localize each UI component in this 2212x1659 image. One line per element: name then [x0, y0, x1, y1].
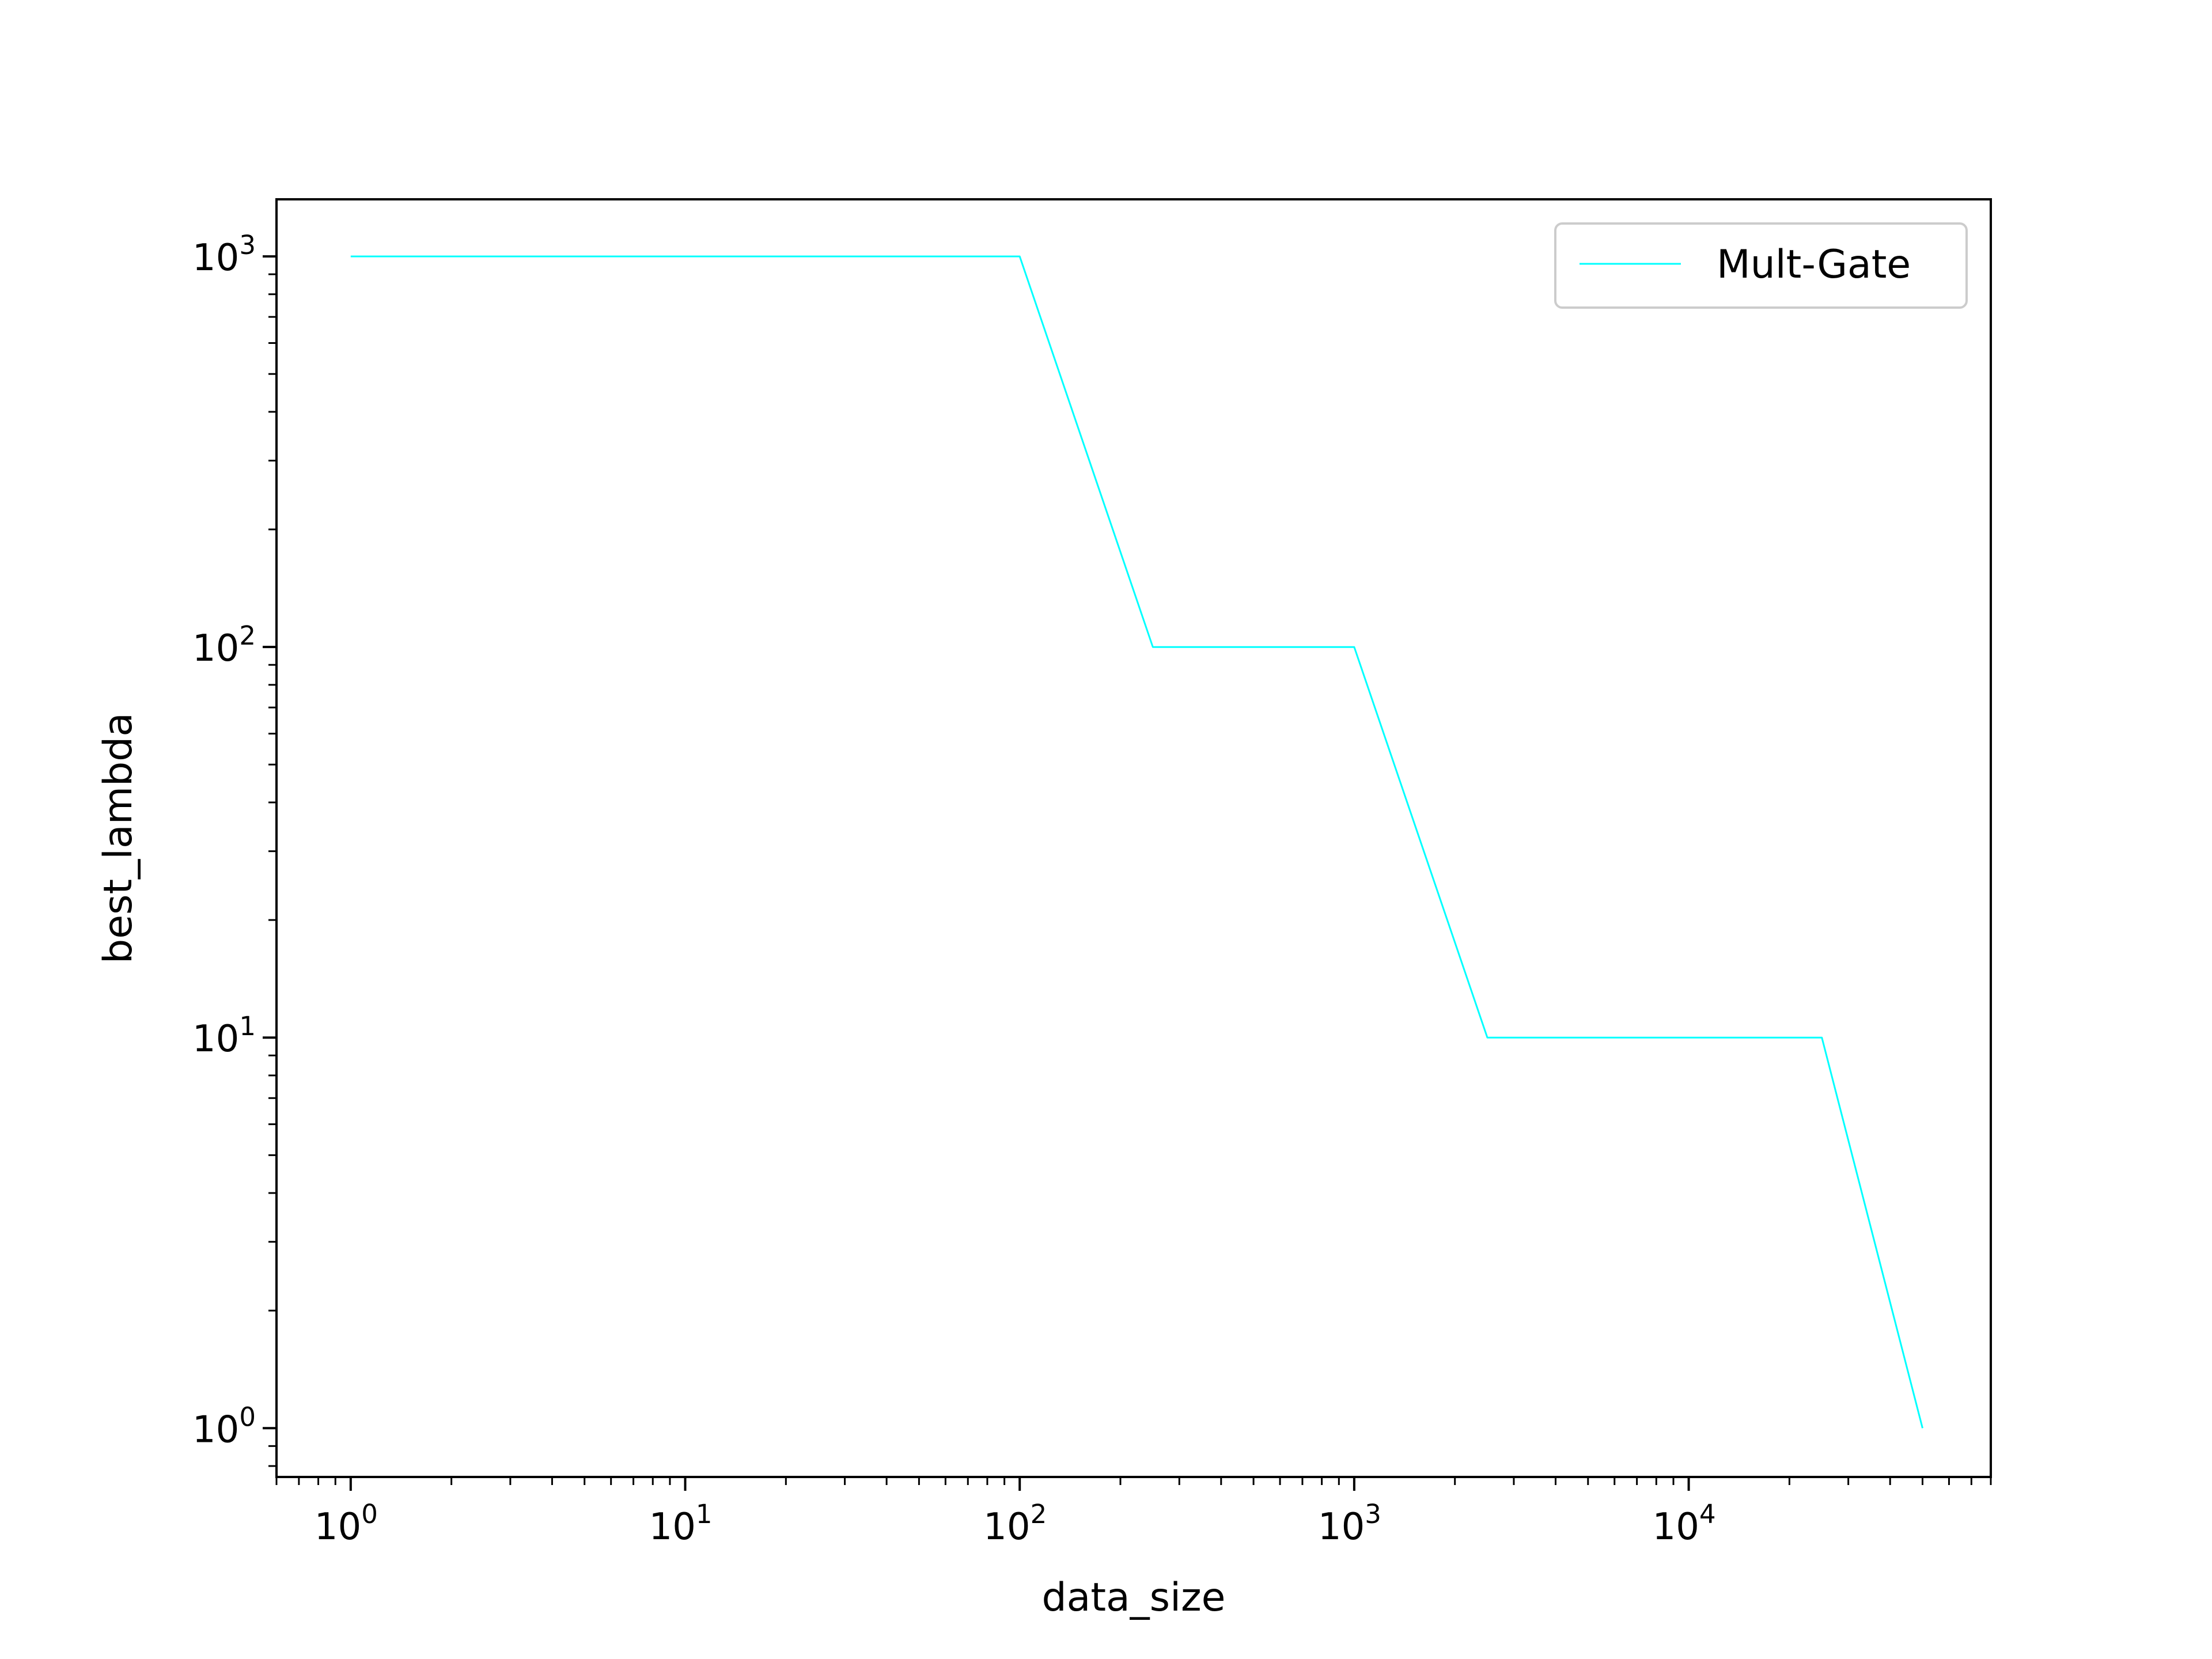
y-tick-label: 100 — [192, 1402, 256, 1451]
series-layer — [350, 255, 1923, 1429]
x-tick-labels: 100 101 102 103 104 — [315, 1499, 1716, 1548]
y-tick-label: 103 — [192, 230, 256, 279]
y-tick-label: 102 — [192, 620, 256, 670]
minor-ticks — [268, 273, 1992, 1485]
plot-area — [276, 199, 1991, 1477]
y-tick-label: 101 — [192, 1011, 256, 1060]
series-line-0 — [350, 255, 1923, 1429]
x-tick-label: 100 — [315, 1499, 378, 1548]
x-axis-title: data_size — [1041, 1575, 1225, 1620]
x-tick-label: 101 — [649, 1499, 712, 1548]
x-tick-label: 102 — [983, 1499, 1047, 1548]
y-axis-title: best_lambda — [96, 713, 141, 964]
legend: Mult-Gate — [1554, 222, 1968, 309]
legend-box — [1554, 222, 1968, 309]
y-tick-labels: 100 101 102 103 — [192, 230, 256, 1451]
x-tick-label: 104 — [1653, 1499, 1716, 1548]
major-ticks — [263, 255, 1690, 1491]
legend-label: Mult-Gate — [1717, 242, 1911, 287]
x-tick-label: 103 — [1318, 1499, 1381, 1548]
plot-frame — [275, 198, 1992, 1478]
